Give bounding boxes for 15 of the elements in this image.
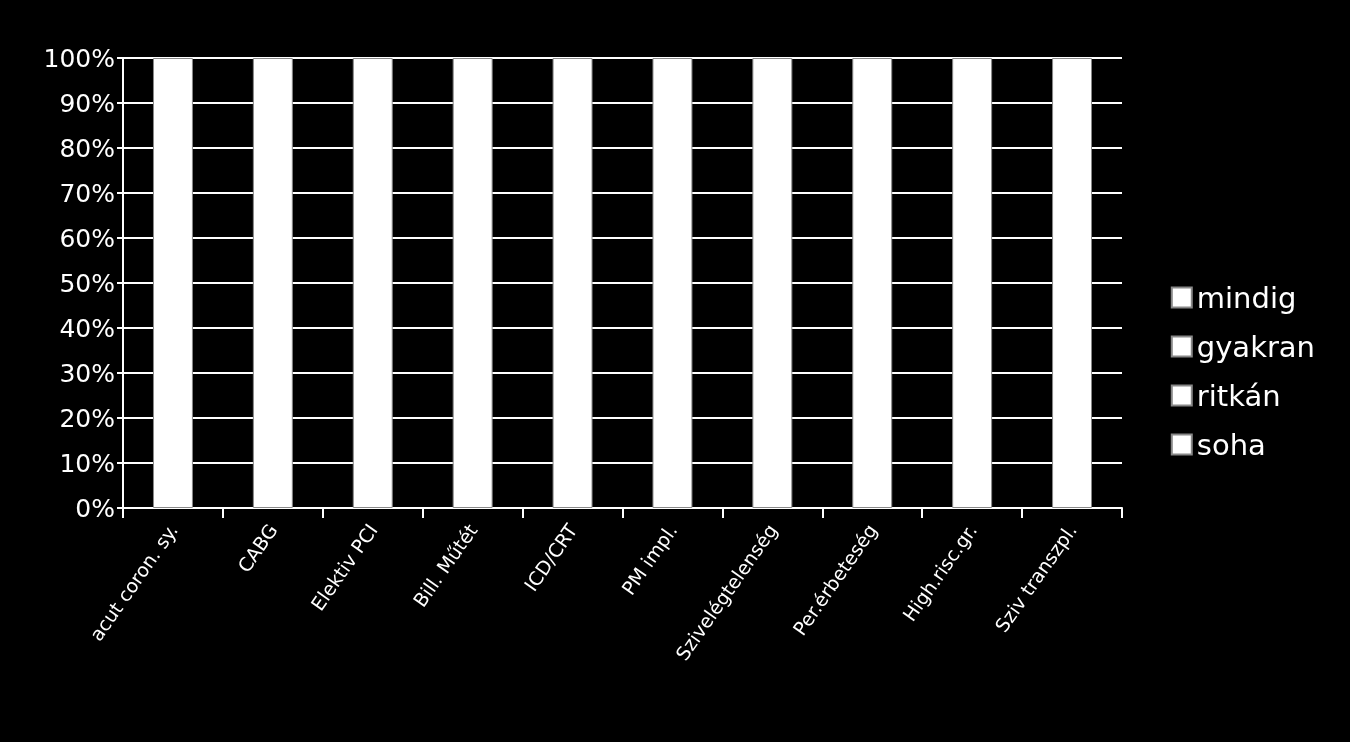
y-tick-label: 20% [59, 403, 115, 433]
legend-label: gyakran [1196, 329, 1316, 364]
y-tick-label: 100% [43, 43, 115, 73]
y-tick-label: 70% [59, 178, 115, 208]
y-tick-label: 60% [59, 223, 115, 253]
y-tick-label: 10% [59, 448, 115, 478]
legend-label: soha [1196, 427, 1266, 462]
y-tick-label: 30% [59, 358, 115, 388]
y-tick-label: 0% [75, 493, 115, 523]
legend-label: ritkán [1196, 378, 1281, 413]
y-tick-label: 50% [59, 268, 115, 298]
y-tick-label: 90% [59, 88, 115, 118]
y-tick-label: 80% [59, 133, 115, 163]
y-tick-label: 40% [59, 313, 115, 343]
legend-label: mindig [1196, 280, 1297, 315]
